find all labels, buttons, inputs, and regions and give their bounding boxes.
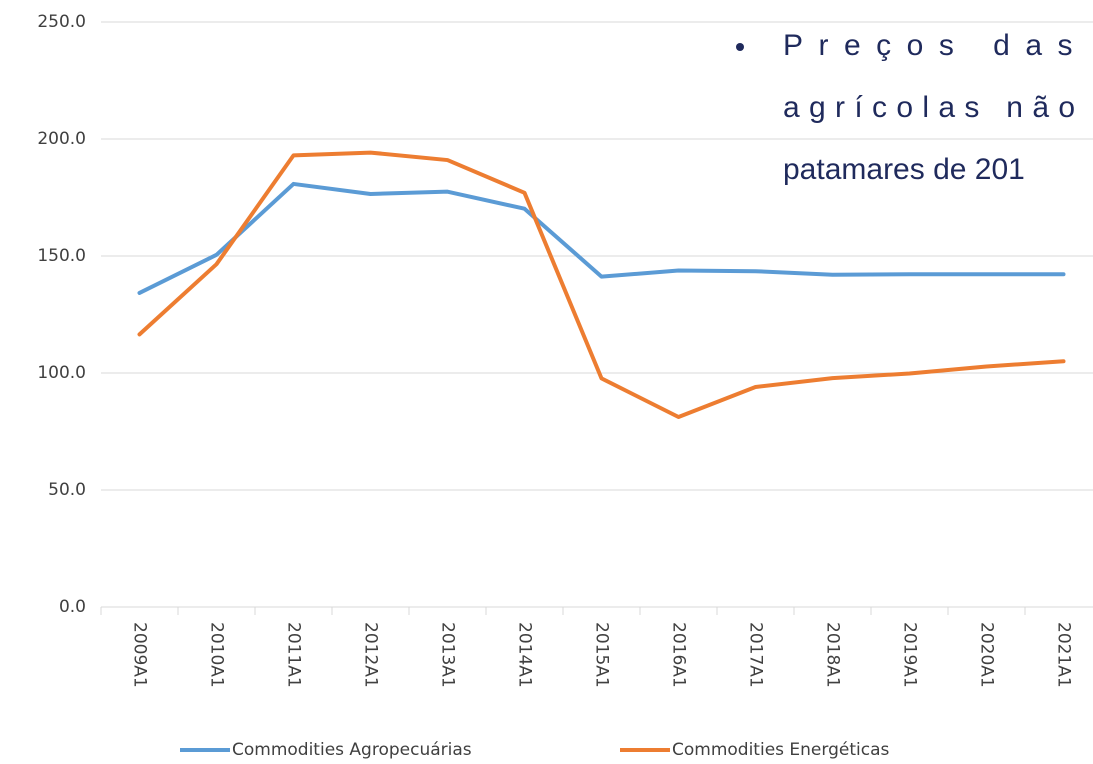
x-tick-label: 2019A1: [900, 622, 920, 688]
bullet: [736, 43, 744, 51]
y-tick-label: 150.0: [37, 246, 86, 266]
x-tick-label: 2021A1: [1054, 622, 1074, 688]
y-tick-label: 100.0: [37, 363, 86, 383]
y-tick-label: 250.0: [37, 12, 86, 32]
x-tick-label: 2015A1: [592, 622, 612, 688]
x-tick-label: 2011A1: [284, 622, 304, 688]
series-line: [137, 181, 1066, 295]
x-tick-label: 2009A1: [130, 622, 150, 688]
x-tick-label: 2010A1: [207, 622, 227, 688]
annotation: agrícolas não vo: [783, 91, 1093, 124]
series-line: [137, 150, 1066, 419]
x-tick-label: 2016A1: [669, 622, 689, 688]
y-tick-label: 50.0: [48, 480, 86, 500]
x-tick-label: 2018A1: [823, 622, 843, 688]
x-tick-label: 2012A1: [361, 622, 381, 688]
x-tick-label: 2020A1: [977, 622, 997, 688]
y-tick-label: 0.0: [59, 597, 86, 617]
y-tick-label: 200.0: [37, 129, 86, 149]
x-tick-label: 2017A1: [746, 622, 766, 688]
x-tick-label: 2013A1: [438, 622, 458, 688]
legend-label: Commodities Energéticas: [672, 740, 889, 760]
annotation: patamares de 201: [783, 153, 1025, 186]
annotation: Preços das co: [783, 29, 1093, 62]
legend-label: Commodities Agropecuárias: [232, 740, 472, 760]
x-tick-label: 2014A1: [515, 622, 535, 688]
